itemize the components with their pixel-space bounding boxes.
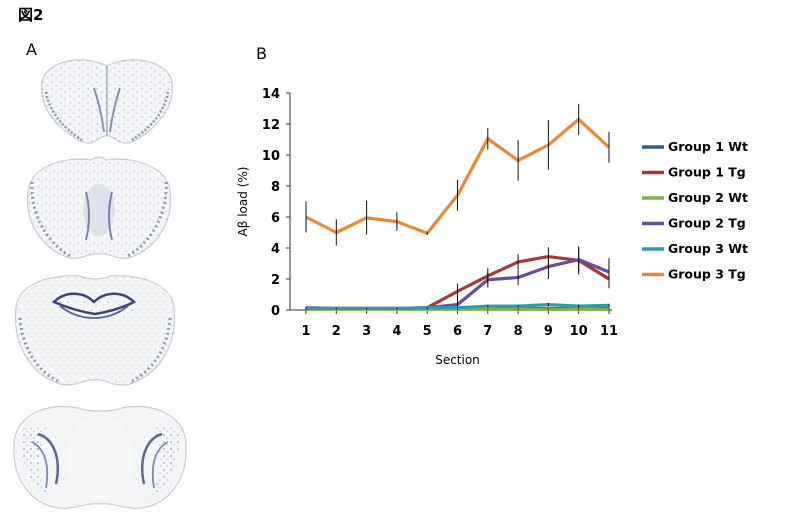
- y-tick-label: 2: [271, 273, 280, 288]
- panel-b-label: B: [256, 44, 267, 63]
- y-tick-label: 0: [271, 304, 280, 319]
- series-group-3-wt: [305, 302, 610, 311]
- y-axis-title: Aβ load (%): [236, 167, 250, 237]
- x-tick-label: 1: [301, 324, 310, 339]
- legend-item: Group 2 Tg: [642, 216, 746, 231]
- y-tick-label: 6: [271, 211, 280, 226]
- x-tick-label: 7: [483, 324, 492, 339]
- x-axis-title: Section: [435, 353, 480, 367]
- series-group-3-tg: [305, 103, 611, 246]
- legend: Group 1 Wt Group 1 Tg Group 2 Wt Group 2 Tg…: [642, 139, 748, 282]
- x-tick-label: 2: [332, 324, 341, 339]
- legend-item: Group 2 Wt: [642, 190, 748, 205]
- series: [305, 103, 611, 311]
- x-tick-label: 8: [514, 324, 523, 339]
- brain-section-3: [14, 275, 176, 386]
- legend-label: Group 3 Tg: [668, 267, 746, 282]
- x-tick-label: 5: [423, 324, 432, 339]
- legend-label: Group 2 Wt: [668, 190, 748, 205]
- series-group-2-tg: [305, 247, 610, 311]
- legend-item: Group 1 Tg: [642, 165, 746, 180]
- x-tick-label: 10: [570, 324, 588, 339]
- y-tick-label: 4: [271, 242, 280, 257]
- x-tick-label: 6: [453, 324, 462, 339]
- brain-section-2: [27, 156, 171, 259]
- legend-label: Group 1 Wt: [668, 139, 748, 154]
- figure-title: 図2: [18, 6, 44, 24]
- x-tick-label: 9: [544, 324, 553, 339]
- series-line: [305, 117, 611, 235]
- brain-section-1: [41, 59, 173, 144]
- y-tick-label: 12: [262, 118, 280, 133]
- panel-a-label: A: [26, 40, 37, 59]
- legend-label: Group 3 Wt: [668, 241, 748, 256]
- x-tick-label: 11: [600, 324, 618, 339]
- legend-label: Group 2 Tg: [668, 216, 746, 231]
- y-tick-label: 10: [262, 149, 280, 164]
- brain-section-4: [13, 405, 187, 509]
- legend-item: Group 3 Tg: [642, 267, 746, 282]
- legend-label: Group 1 Tg: [668, 165, 746, 180]
- y-tick-label: 14: [262, 87, 280, 102]
- legend-item: Group 3 Wt: [642, 241, 748, 256]
- legend-item: Group 1 Wt: [642, 139, 748, 154]
- x-tick-label: 4: [392, 324, 401, 339]
- y-tick-label: 8: [271, 180, 280, 195]
- x-tick-label: 3: [362, 324, 371, 339]
